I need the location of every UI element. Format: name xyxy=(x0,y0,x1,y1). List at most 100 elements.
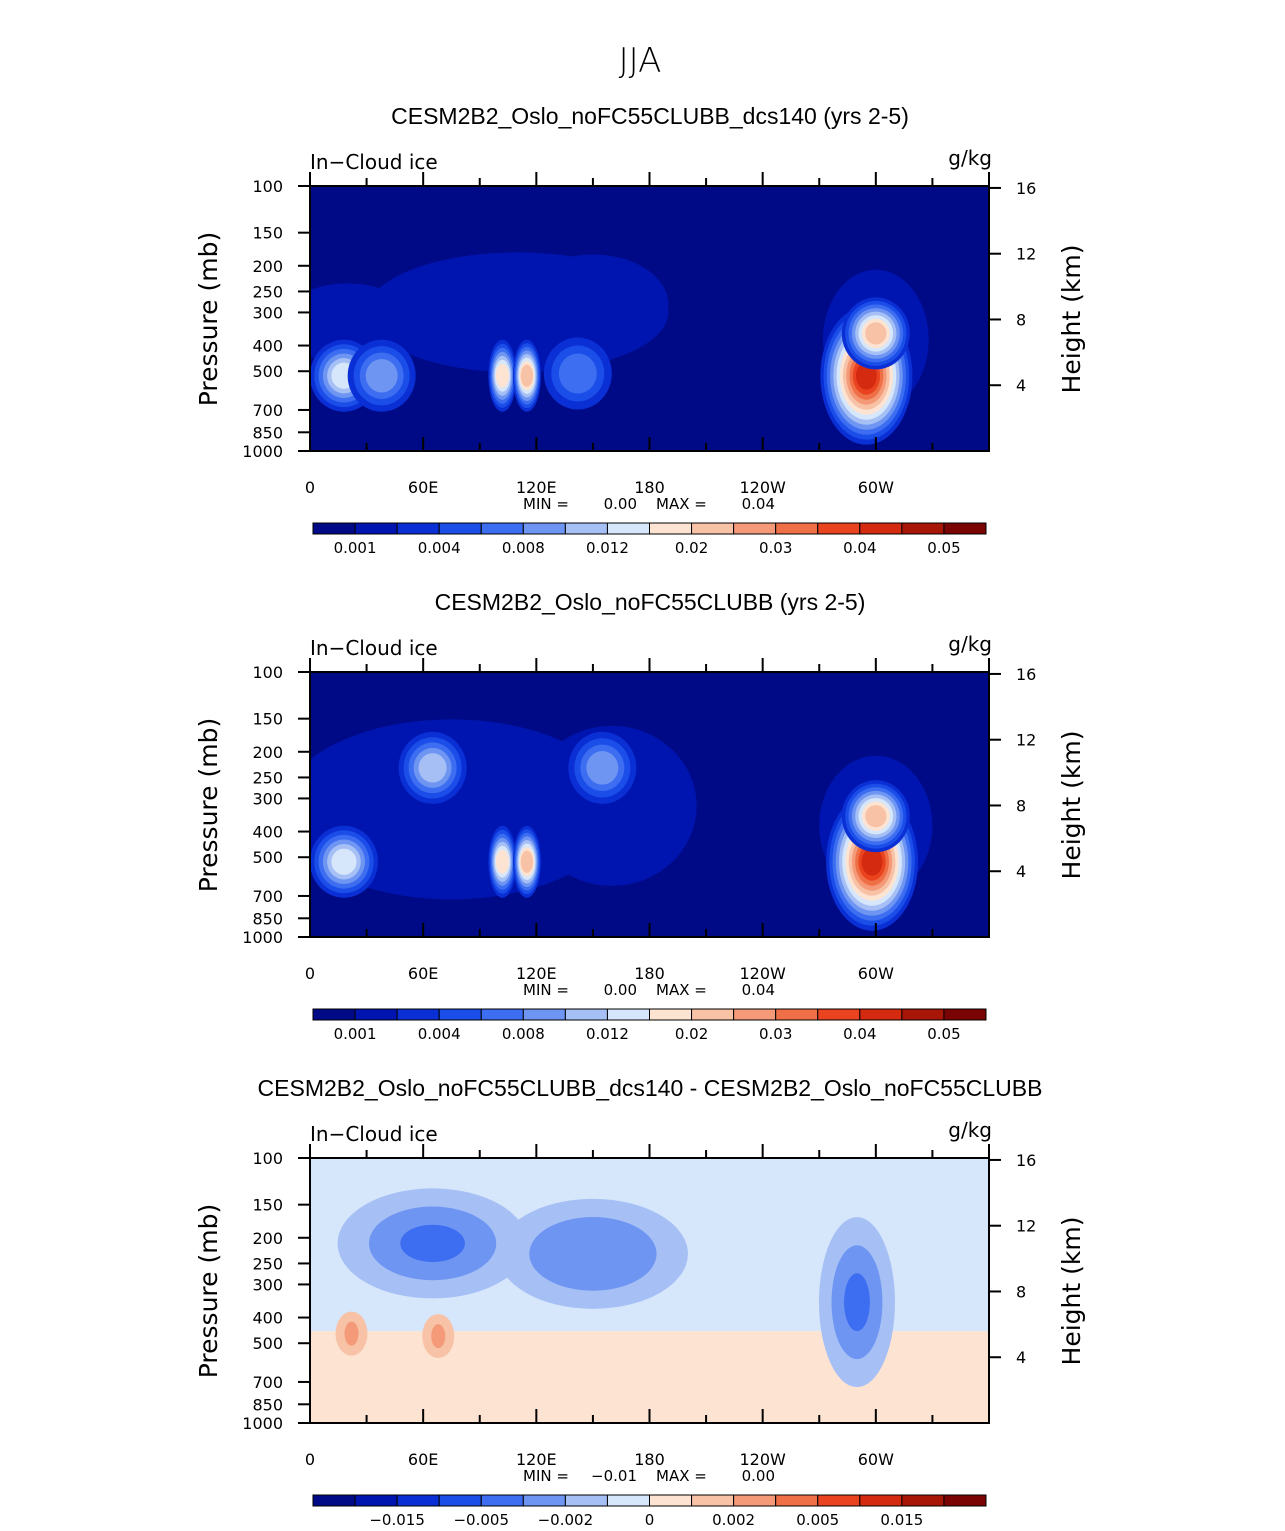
colorbar-swatch xyxy=(312,1008,356,1021)
y-tick-label: 400 xyxy=(252,823,283,842)
colorbar-swatch xyxy=(775,1494,819,1507)
min-value: −0.01 xyxy=(591,1467,637,1485)
y-tick-label: 850 xyxy=(252,423,283,442)
colorbar-swatch xyxy=(817,1494,861,1507)
y2-tick-label: 8 xyxy=(1016,310,1026,329)
x-tick-label: 60E xyxy=(408,478,438,497)
colorbar-swatch xyxy=(522,1008,566,1021)
y2-tick-label: 4 xyxy=(1016,862,1026,881)
x-tick-label: 120W xyxy=(739,1450,786,1469)
y2-tick-label: 8 xyxy=(1016,1282,1026,1301)
colorbar-label: 0.03 xyxy=(759,539,792,557)
x-tick-label: 60W xyxy=(858,1450,894,1469)
y-tick-label: 1000 xyxy=(242,442,283,461)
max-label: MAX = xyxy=(656,981,707,999)
colorbar-swatch xyxy=(522,1494,566,1507)
colorbar-swatch xyxy=(649,1008,693,1021)
colorbar-swatch xyxy=(649,522,693,535)
y-tick-label: 850 xyxy=(252,909,283,928)
min-value: 0.00 xyxy=(604,981,637,999)
x-tick-label: 0 xyxy=(305,964,315,983)
y-tick-label: 300 xyxy=(252,1275,283,1294)
x-tick-label: 0 xyxy=(305,478,315,497)
min-label: MIN = xyxy=(523,495,569,513)
y-axis-title: Pressure (mb) xyxy=(194,1204,223,1378)
y-tick-label: 700 xyxy=(252,887,283,906)
colorbar-label: 0.012 xyxy=(586,1025,629,1043)
negative-blob xyxy=(400,1224,465,1263)
colorbar-label: 0 xyxy=(645,1511,655,1529)
colorbar-label: 0.005 xyxy=(796,1511,839,1529)
colorbar-swatch xyxy=(564,522,608,535)
min-label: MIN = xyxy=(523,981,569,999)
y-tick-label: 200 xyxy=(252,743,283,762)
y-tick-label: 850 xyxy=(252,1395,283,1414)
y-tick-label: 150 xyxy=(252,710,283,729)
y-tick-label: 200 xyxy=(252,257,283,276)
x-tick-label: 120E xyxy=(516,478,557,497)
x-tick-label: 60W xyxy=(858,964,894,983)
colorbar-label: 0.008 xyxy=(502,539,545,557)
y2-axis-title: Height (km) xyxy=(1057,1217,1086,1366)
colorbar-label: 0.05 xyxy=(927,1025,960,1043)
contour-blob xyxy=(865,805,887,828)
panel-2: CESM2B2_Oslo_noFC55CLUBB (yrs 2-5) In−Clo… xyxy=(194,589,1086,1043)
colorbar-swatch xyxy=(943,522,987,535)
x-tick-label: 120E xyxy=(516,1450,557,1469)
y2-tick-label: 16 xyxy=(1016,665,1036,684)
y-tick-label: 1000 xyxy=(242,1414,283,1433)
contour-blob xyxy=(365,358,398,393)
colorbar-swatch xyxy=(396,1008,440,1021)
y-tick-label: 250 xyxy=(252,1254,283,1273)
colorbar-swatch xyxy=(480,1008,524,1021)
colorbar: −0.015 −0.005 −0.002 0 0.002 0.005 0.015 xyxy=(312,1494,987,1529)
max-label: MAX = xyxy=(656,495,707,513)
y-tick-label: 700 xyxy=(252,1373,283,1392)
y-tick-label: 400 xyxy=(252,1309,283,1328)
contour-blob xyxy=(520,850,534,873)
colorbar-label: −0.002 xyxy=(538,1511,594,1529)
colorbar-swatch xyxy=(901,1008,945,1021)
colorbar-swatch xyxy=(564,1008,608,1021)
colorbar-swatch xyxy=(354,1494,398,1507)
colorbar-swatch xyxy=(438,1008,482,1021)
colorbar-swatch xyxy=(438,522,482,535)
colorbar-swatch xyxy=(901,1494,945,1507)
y-tick-label: 200 xyxy=(252,1229,283,1248)
contour-blob xyxy=(865,322,887,345)
x-tick-label: 120W xyxy=(739,478,786,497)
panel-title: CESM2B2_Oslo_noFC55CLUBB (yrs 2-5) xyxy=(435,589,866,615)
contour-blob xyxy=(586,751,619,785)
contour-field xyxy=(310,719,933,931)
positive-blob xyxy=(344,1321,359,1346)
y-tick-label: 250 xyxy=(252,282,283,301)
y2-tick-label: 12 xyxy=(1016,731,1036,750)
y-tick-label: 300 xyxy=(252,789,283,808)
colorbar-swatch xyxy=(564,1494,608,1507)
colorbar: 0.001 0.004 0.008 0.012 0.02 0.03 0.04 0.05 xyxy=(312,1008,987,1043)
colorbar-swatch xyxy=(312,522,356,535)
colorbar-label: 0.015 xyxy=(880,1511,923,1529)
colorbar-swatch xyxy=(733,1008,777,1021)
y-tick-label: 700 xyxy=(252,401,283,420)
x-tick-label: 180 xyxy=(634,478,665,497)
min-label: MIN = xyxy=(523,1467,569,1485)
colorbar-swatch xyxy=(606,1008,650,1021)
colorbar-swatch xyxy=(354,522,398,535)
y-tick-label: 150 xyxy=(252,224,283,243)
y-tick-label: 1000 xyxy=(242,928,283,947)
y2-tick-label: 12 xyxy=(1016,1217,1036,1236)
contour-blob xyxy=(495,363,509,388)
colorbar-swatch xyxy=(606,1494,650,1507)
negative-blob xyxy=(844,1273,870,1332)
x-tick-label: 120W xyxy=(739,964,786,983)
x-tick-label: 60W xyxy=(858,478,894,497)
colorbar-swatch xyxy=(733,522,777,535)
x-tick-label: 180 xyxy=(634,1450,665,1469)
units-label: g/kg xyxy=(948,632,992,656)
y-tick-label: 500 xyxy=(252,362,283,381)
panel-1: CESM2B2_Oslo_noFC55CLUBB_dcs140 (yrs 2-5… xyxy=(194,103,1086,557)
x-tick-label: 60E xyxy=(408,1450,438,1469)
y-tick-label: 500 xyxy=(252,1334,283,1353)
colorbar-swatch xyxy=(606,522,650,535)
